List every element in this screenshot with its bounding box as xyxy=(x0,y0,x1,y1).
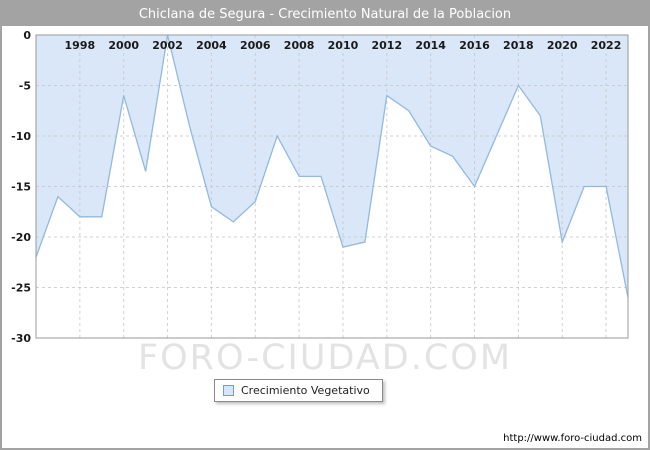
y-tick-label: -5 xyxy=(19,80,31,93)
x-tick-label: 2022 xyxy=(591,39,622,52)
x-tick-label: 1998 xyxy=(65,39,96,52)
y-tick-label: -30 xyxy=(11,332,31,345)
x-tick-label: 2012 xyxy=(372,39,403,52)
y-tick-label: -15 xyxy=(11,181,31,194)
x-tick-label: 2002 xyxy=(152,39,183,52)
chart-title-bar: Chiclana de Segura - Crecimiento Natural… xyxy=(2,2,648,26)
x-tick-label: 2016 xyxy=(459,39,490,52)
x-tick-label: 2000 xyxy=(108,39,139,52)
legend-box: Crecimiento Vegetativo xyxy=(214,379,383,402)
y-tick-label: 0 xyxy=(23,29,31,42)
x-tick-label: 2006 xyxy=(240,39,271,52)
y-tick-label: -10 xyxy=(11,130,31,143)
y-tick-label: -20 xyxy=(11,231,31,244)
y-tick-label: -25 xyxy=(11,282,31,295)
legend-label: Crecimiento Vegetativo xyxy=(241,384,370,397)
series-line xyxy=(35,34,629,298)
legend-swatch-icon xyxy=(223,385,234,396)
plot-border xyxy=(35,34,629,339)
x-tick-label: 2018 xyxy=(503,39,534,52)
x-tick-label: 2008 xyxy=(284,39,315,52)
chart-title: Chiclana de Segura - Crecimiento Natural… xyxy=(138,6,512,22)
footer-url[interactable]: http://www.foro-ciudad.com xyxy=(503,433,642,444)
x-tick-label: 2020 xyxy=(547,39,578,52)
x-tick-label: 2010 xyxy=(328,39,359,52)
x-tick-label: 2004 xyxy=(196,39,227,52)
x-tick-label: 2014 xyxy=(415,39,446,52)
